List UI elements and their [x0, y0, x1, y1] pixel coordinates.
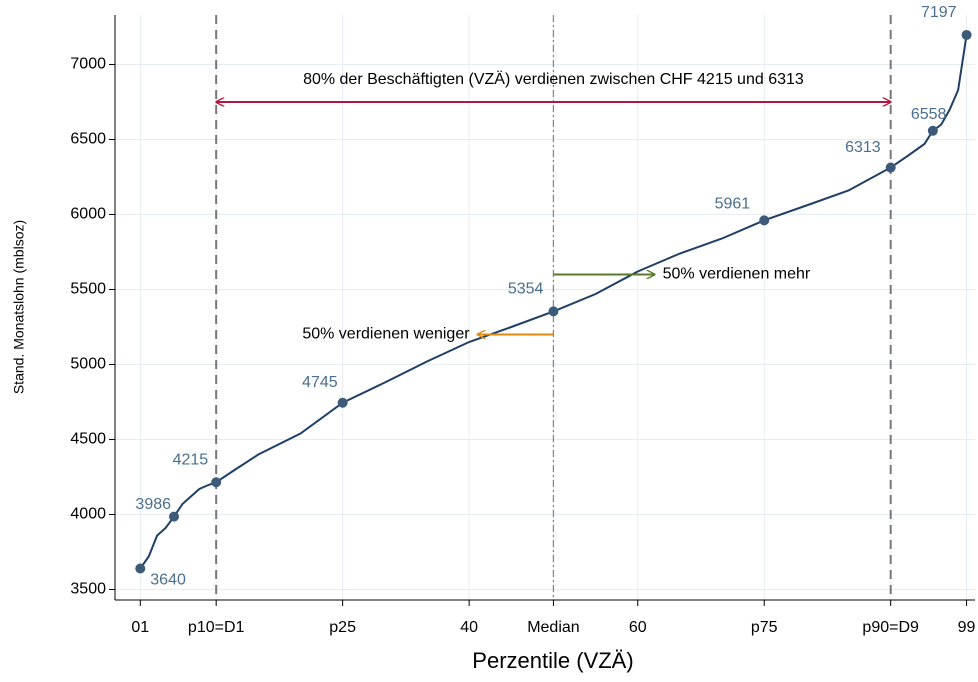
y-tick-label: 4500 [70, 431, 106, 448]
data-label: 3640 [150, 572, 186, 589]
annotation: 50% verdienen mehr [663, 266, 811, 283]
y-tick-label: 6000 [70, 206, 106, 223]
data-point [759, 215, 770, 226]
x-tick-label: 60 [629, 619, 647, 636]
y-axis-title: Stand. Monatslohn (mblsoz) [11, 220, 27, 394]
data-point [135, 563, 146, 574]
y-tick-label: 4000 [70, 506, 106, 523]
x-axis-title: Perzentile (VZÄ) [472, 648, 633, 673]
data-label: 6313 [845, 139, 881, 156]
data-point [211, 477, 222, 488]
data-label: 6558 [911, 106, 947, 123]
y-tick-label: 3500 [70, 581, 106, 598]
data-label: 4215 [173, 451, 209, 468]
x-tick-label: p25 [329, 619, 356, 636]
x-tick-label: 99 [958, 619, 976, 636]
annotation: 50% verdienen weniger [302, 326, 470, 343]
y-tick-label: 6500 [70, 131, 106, 148]
data-point [337, 397, 348, 408]
data-point [961, 29, 972, 40]
y-tick-label: 7000 [70, 56, 106, 73]
x-tick-label: p10=D1 [188, 619, 245, 636]
x-tick-label: 40 [460, 619, 478, 636]
data-point [169, 511, 180, 522]
data-label: 4745 [302, 374, 338, 391]
data-point [548, 306, 559, 317]
x-tick-label: Median [527, 619, 579, 636]
data-label: 7197 [921, 4, 957, 21]
y-tick-label: 5000 [70, 356, 106, 373]
x-tick-label: p75 [751, 619, 778, 636]
data-label: 3986 [135, 496, 171, 513]
data-label: 5961 [715, 196, 751, 213]
data-point [927, 125, 938, 136]
annotation: 80% der Beschäftigten (VZÄ) verdienen zw… [303, 70, 804, 88]
data-label: 5354 [508, 281, 544, 298]
data-point [885, 162, 896, 173]
x-tick-label: p90=D9 [862, 619, 919, 636]
x-tick-label: 01 [131, 619, 149, 636]
y-tick-label: 5500 [70, 281, 106, 298]
